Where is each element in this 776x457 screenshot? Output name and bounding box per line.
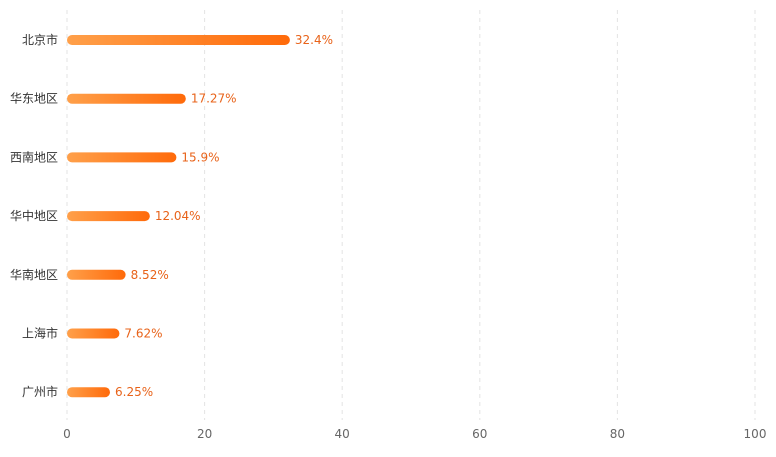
category-label: 华南地区	[10, 267, 58, 282]
bars	[67, 35, 290, 398]
bar[interactable]	[67, 152, 177, 163]
bar[interactable]	[67, 387, 110, 398]
category-label: 华中地区	[10, 208, 58, 223]
bar[interactable]	[67, 93, 186, 104]
x-tick-label: 80	[610, 427, 625, 441]
x-tick-label: 100	[744, 427, 767, 441]
value-label: 15.9%	[181, 150, 219, 164]
category-label: 上海市	[22, 326, 58, 341]
labels: 0 20 40 60 80 100 北京市 32.4% 华东地区 17.27% 西南地区 15.9% 华…	[10, 32, 766, 441]
x-tick-label: 60	[472, 427, 487, 441]
bar[interactable]	[67, 328, 120, 339]
value-label: 8.52%	[131, 268, 169, 282]
bar[interactable]	[67, 211, 150, 222]
category-label: 华东地区	[10, 92, 58, 106]
x-tick-label: 20	[197, 427, 212, 441]
category-label: 北京市	[22, 32, 58, 47]
category-label: 广州市	[22, 384, 58, 399]
bar[interactable]	[67, 35, 290, 45]
value-label: 12.04%	[155, 209, 201, 223]
category-label: 西南地区	[10, 149, 58, 164]
bar[interactable]	[67, 269, 126, 280]
value-label: 7.62%	[124, 327, 162, 341]
x-tick-label: 0	[63, 427, 71, 441]
value-label: 6.25%	[115, 385, 153, 399]
value-label: 17.27%	[191, 92, 237, 106]
x-tick-label: 40	[335, 427, 350, 441]
value-label: 32.4%	[295, 33, 333, 47]
